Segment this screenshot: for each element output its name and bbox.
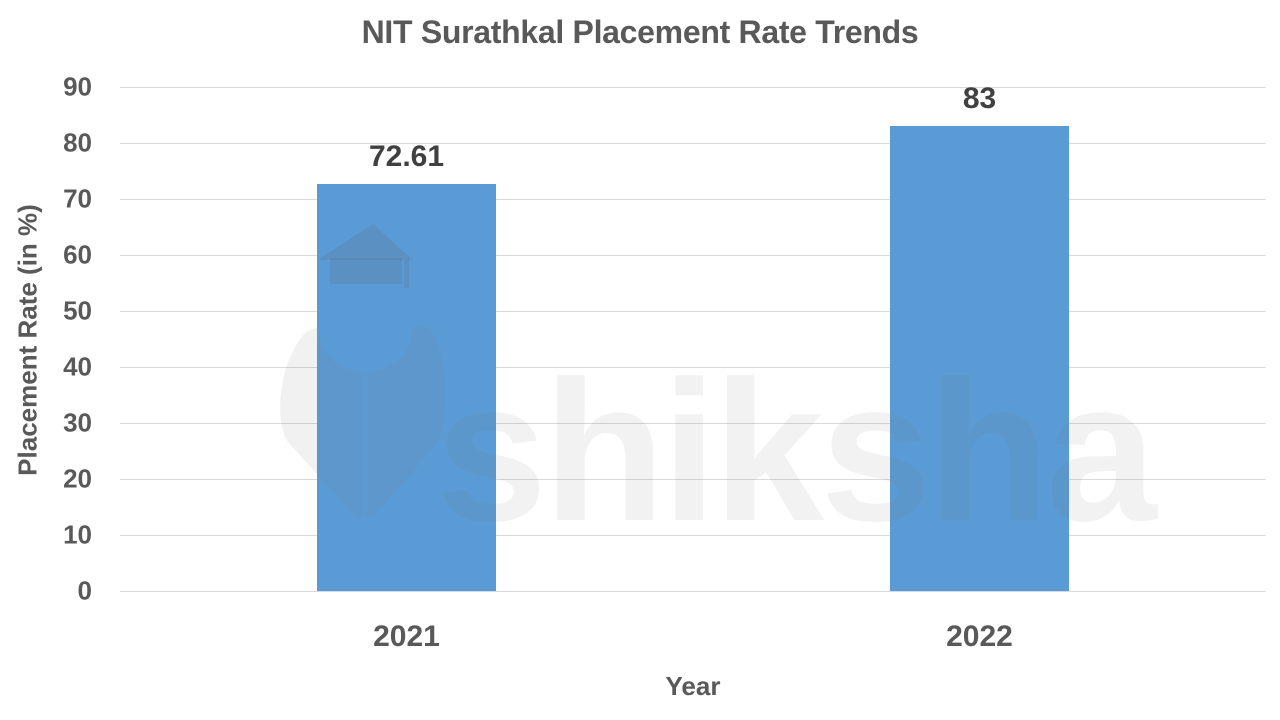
gridline: [120, 367, 1266, 368]
y-tick-label: 80: [63, 127, 92, 158]
gridline: [120, 87, 1266, 88]
gridline: [120, 591, 1266, 592]
gridline: [120, 143, 1266, 144]
gridline: [120, 535, 1266, 536]
x-tick-label: 2021: [373, 620, 440, 653]
chart-title: NIT Surathkal Placement Rate Trends: [361, 14, 919, 50]
y-tick-label: 10: [63, 519, 92, 550]
bar-2022: [890, 126, 1069, 591]
y-tick-label: 20: [63, 463, 92, 494]
x-axis-label: Year: [665, 671, 721, 701]
data-label: 83: [962, 82, 997, 116]
bar-2021: [317, 184, 496, 591]
gridline: [120, 199, 1266, 200]
y-tick-label: 60: [63, 239, 92, 270]
y-tick-label: 40: [63, 351, 92, 382]
y-tick-label: 70: [63, 183, 92, 214]
y-tick-label: 90: [63, 71, 92, 102]
gridline: [120, 479, 1266, 480]
gridline: [120, 255, 1266, 256]
y-tick-label: 50: [63, 295, 92, 326]
gridline: [120, 311, 1266, 312]
x-tick-label: 2022: [946, 620, 1013, 653]
y-tick-label: 30: [63, 407, 92, 438]
y-tick-label: 0: [77, 575, 92, 606]
data-label: 72.61: [368, 140, 445, 174]
gridline: [120, 423, 1266, 424]
plot-area: 72.61 83: [120, 82, 1266, 592]
